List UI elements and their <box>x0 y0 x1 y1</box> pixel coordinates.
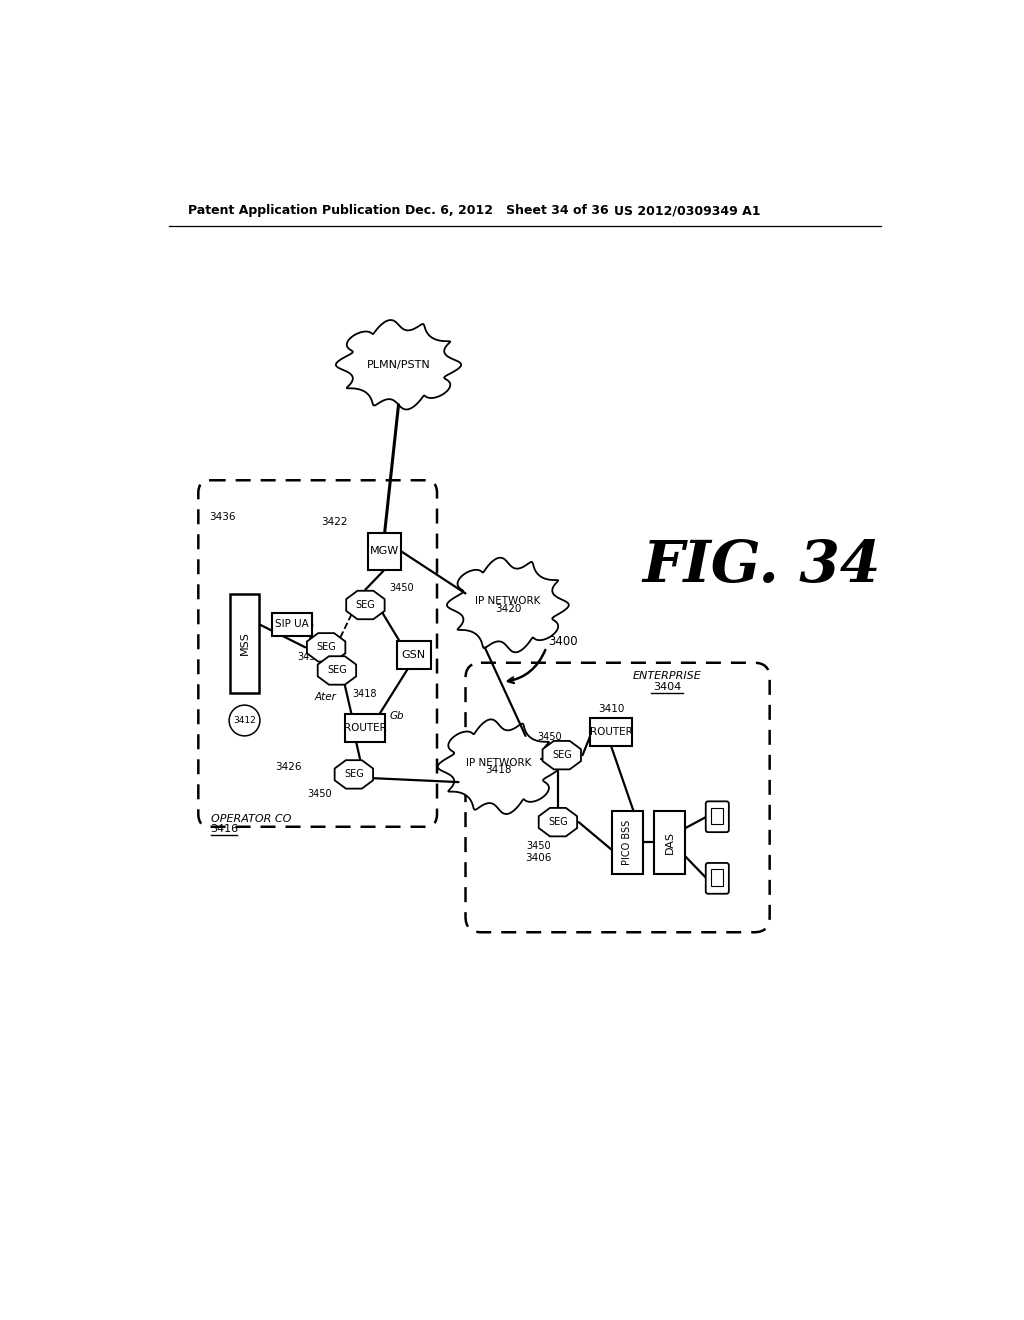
Polygon shape <box>447 557 568 652</box>
Polygon shape <box>336 319 461 409</box>
Text: SIP UA: SIP UA <box>275 619 309 630</box>
FancyBboxPatch shape <box>706 863 729 894</box>
Text: IP NETWORK: IP NETWORK <box>475 597 541 606</box>
Text: IP NETWORK: IP NETWORK <box>466 758 531 768</box>
Text: US 2012/0309349 A1: US 2012/0309349 A1 <box>614 205 761 218</box>
Text: 3406: 3406 <box>525 853 552 862</box>
Text: ENTERPRISE: ENTERPRISE <box>633 671 701 681</box>
Text: SEG: SEG <box>548 817 567 828</box>
Text: 3450: 3450 <box>297 652 322 663</box>
Text: 3450: 3450 <box>307 788 333 799</box>
Circle shape <box>229 705 260 737</box>
Text: MSS: MSS <box>240 631 250 656</box>
Text: 3450: 3450 <box>389 583 414 593</box>
Text: PLMN/PSTN: PLMN/PSTN <box>367 360 430 370</box>
Polygon shape <box>539 808 578 837</box>
Text: DAS: DAS <box>665 830 675 854</box>
Text: 3412: 3412 <box>233 715 256 725</box>
Text: 3418: 3418 <box>485 766 512 775</box>
Text: SEG: SEG <box>552 750 571 760</box>
Text: OPERATOR CO: OPERATOR CO <box>211 813 291 824</box>
FancyBboxPatch shape <box>590 718 632 746</box>
Text: 3404: 3404 <box>653 682 681 692</box>
Text: 3416: 3416 <box>211 825 239 834</box>
FancyBboxPatch shape <box>230 594 259 693</box>
Text: PICO BSS: PICO BSS <box>623 820 632 865</box>
FancyBboxPatch shape <box>611 810 643 874</box>
Text: 3436: 3436 <box>209 512 236 523</box>
FancyBboxPatch shape <box>369 533 400 570</box>
Text: 3420: 3420 <box>495 603 521 614</box>
FancyBboxPatch shape <box>397 642 431 669</box>
Polygon shape <box>543 741 581 770</box>
Polygon shape <box>335 760 373 788</box>
Text: ROUTER: ROUTER <box>590 727 633 737</box>
FancyBboxPatch shape <box>654 810 685 874</box>
FancyBboxPatch shape <box>345 714 385 742</box>
Text: ROUTER: ROUTER <box>344 723 387 733</box>
Polygon shape <box>317 656 356 685</box>
Polygon shape <box>437 719 559 814</box>
Text: 3426: 3426 <box>275 762 302 772</box>
Text: Dec. 6, 2012   Sheet 34 of 36: Dec. 6, 2012 Sheet 34 of 36 <box>404 205 608 218</box>
Text: Patent Application Publication: Patent Application Publication <box>188 205 400 218</box>
Text: 3422: 3422 <box>322 517 348 527</box>
Text: Ater: Ater <box>314 693 336 702</box>
FancyBboxPatch shape <box>272 612 312 636</box>
Text: MGW: MGW <box>370 546 399 556</box>
Text: SEG: SEG <box>327 665 347 676</box>
FancyBboxPatch shape <box>706 801 729 832</box>
FancyBboxPatch shape <box>711 869 724 886</box>
Text: SEG: SEG <box>355 601 375 610</box>
FancyBboxPatch shape <box>711 808 724 825</box>
Polygon shape <box>307 634 345 661</box>
Text: 3400: 3400 <box>549 635 579 648</box>
Text: SEG: SEG <box>344 770 364 779</box>
Text: SEG: SEG <box>316 643 336 652</box>
Text: GSN: GSN <box>401 649 426 660</box>
Text: 3418: 3418 <box>352 689 377 698</box>
Polygon shape <box>346 591 385 619</box>
Text: 3410: 3410 <box>598 704 625 714</box>
Text: 3450: 3450 <box>538 733 562 742</box>
Text: Gb: Gb <box>389 711 403 721</box>
Text: FIG. 34: FIG. 34 <box>643 539 882 595</box>
Text: 3450: 3450 <box>526 841 551 851</box>
